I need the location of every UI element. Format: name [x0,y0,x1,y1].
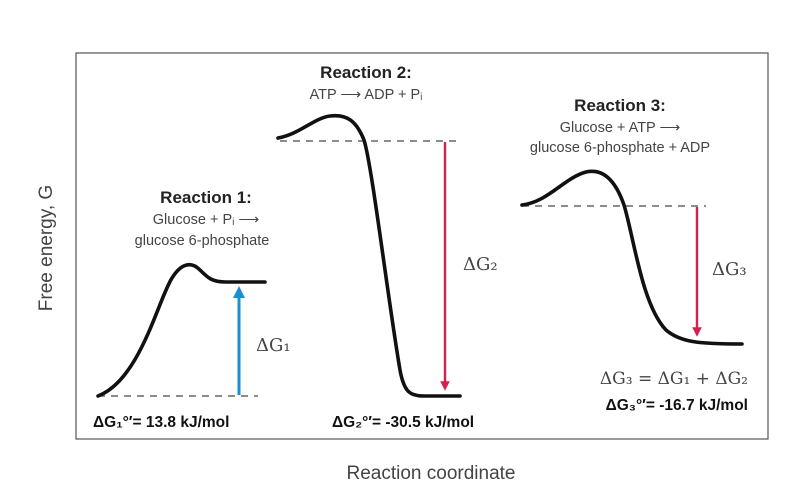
x-axis-label: Reaction coordinate [347,463,516,484]
reaction-2-title: Reaction 2: [320,63,412,82]
reaction-1-title: Reaction 1: [160,188,252,207]
reaction-1-delta-symbol: ΔG₁ [256,335,291,356]
reaction-1: Reaction 1: Glucose + Pᵢ ⟶ glucose 6-pho… [93,188,291,431]
reaction-2-standard-value: ΔG₂°′= -30.5 kJ/mol [332,414,474,431]
reaction-3-curve [520,169,744,346]
reaction-3-standard-value: ΔG₃°′= -16.7 kJ/mol [606,397,748,414]
reaction-1-standard-value: ΔG₁°′= 13.8 kJ/mol [93,414,229,431]
reaction-1-curve [96,262,267,398]
reaction-1-equation-line2: glucose 6-phosphate [135,233,270,249]
reaction-2-curve [276,113,462,398]
reaction-2: Reaction 2: ATP ⟶ ADP + Pᵢ ΔG₂ ΔG₂°′= -3… [276,63,498,431]
reaction-3-sum-equation: ΔG₃ = ΔG₁ + ΔG₂ [600,369,748,389]
reaction-3-delta-symbol: ΔG₃ [712,259,747,280]
y-axis-label: Free energy, G [36,185,57,311]
reaction-3-equation-line1: Glucose + ATP ⟶ [560,120,681,136]
plot-frame [75,52,769,440]
reaction-2-delta-symbol: ΔG₂ [463,254,498,275]
reaction-3-equation-line2: glucose 6-phosphate + ADP [530,140,710,156]
reaction-3-title: Reaction 3: [574,96,666,115]
reaction-2-equation-line1: ATP ⟶ ADP + Pᵢ [310,87,423,103]
reaction-3: Reaction 3: Glucose + ATP ⟶ glucose 6-ph… [520,96,748,414]
reaction-1-equation-line1: Glucose + Pᵢ ⟶ [153,212,260,228]
